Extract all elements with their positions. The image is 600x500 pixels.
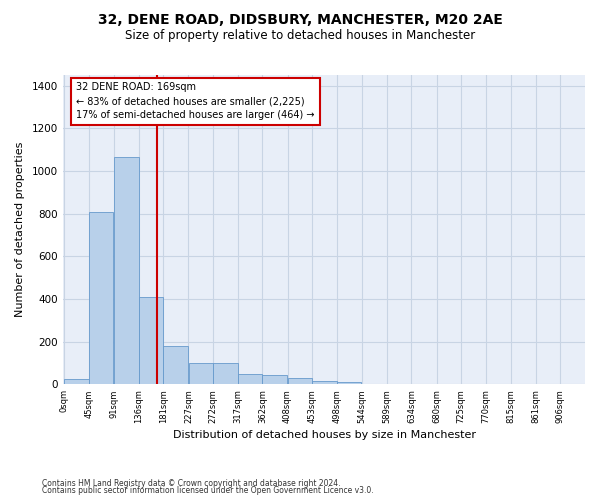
Bar — [139, 297, 163, 384]
Text: Contains public sector information licensed under the Open Government Licence v3: Contains public sector information licen… — [42, 486, 374, 495]
Bar — [213, 363, 238, 384]
Bar — [188, 363, 213, 384]
Text: 32, DENE ROAD, DIDSBURY, MANCHESTER, M20 2AE: 32, DENE ROAD, DIDSBURY, MANCHESTER, M20… — [98, 12, 502, 26]
Text: 32 DENE ROAD: 169sqm
← 83% of detached houses are smaller (2,225)
17% of semi-de: 32 DENE ROAD: 169sqm ← 83% of detached h… — [76, 82, 315, 120]
Bar — [287, 378, 312, 384]
Bar — [238, 374, 262, 384]
Bar — [337, 382, 361, 384]
Bar — [163, 346, 188, 385]
Y-axis label: Number of detached properties: Number of detached properties — [15, 142, 25, 318]
Bar — [313, 381, 337, 384]
Text: Size of property relative to detached houses in Manchester: Size of property relative to detached ho… — [125, 28, 475, 42]
X-axis label: Distribution of detached houses by size in Manchester: Distribution of detached houses by size … — [173, 430, 476, 440]
Bar — [64, 379, 89, 384]
Text: Contains HM Land Registry data © Crown copyright and database right 2024.: Contains HM Land Registry data © Crown c… — [42, 478, 341, 488]
Bar — [114, 157, 139, 384]
Bar — [262, 374, 287, 384]
Bar — [89, 212, 113, 384]
